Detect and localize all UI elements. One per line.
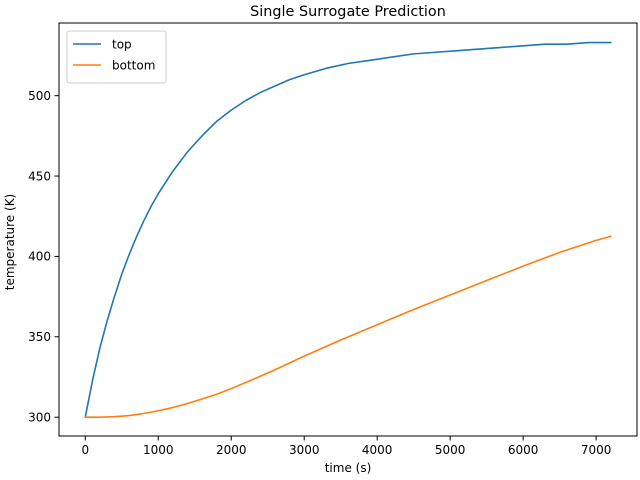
legend-label-bottom: bottom — [112, 58, 155, 72]
x-tick-label: 5000 — [435, 443, 466, 457]
y-axis-label: temperature (K) — [3, 194, 17, 290]
y-tick-label: 500 — [28, 89, 51, 103]
x-tick-label: 0 — [81, 443, 89, 457]
y-tick-label: 350 — [28, 330, 51, 344]
axes-frame — [58, 22, 638, 437]
x-tick-label: 3000 — [289, 443, 320, 457]
x-axis-label: time (s) — [325, 461, 372, 475]
chart-title: Single Surrogate Prediction — [250, 4, 446, 20]
y-tick-label: 450 — [28, 169, 51, 183]
series-line-bottom — [84, 235, 612, 418]
x-tick-label: 1000 — [143, 443, 174, 457]
y-tick-label: 400 — [28, 250, 51, 264]
y-tick-label: 300 — [28, 410, 51, 424]
x-tick-label: 6000 — [508, 443, 539, 457]
plot-area — [59, 23, 637, 436]
x-tick-label: 4000 — [362, 443, 393, 457]
x-tick-label: 2000 — [216, 443, 247, 457]
legend: top bottom — [66, 30, 167, 84]
x-tick-label: 7000 — [581, 443, 612, 457]
legend-label-top: top — [112, 37, 132, 51]
series-line-top — [84, 41, 612, 419]
